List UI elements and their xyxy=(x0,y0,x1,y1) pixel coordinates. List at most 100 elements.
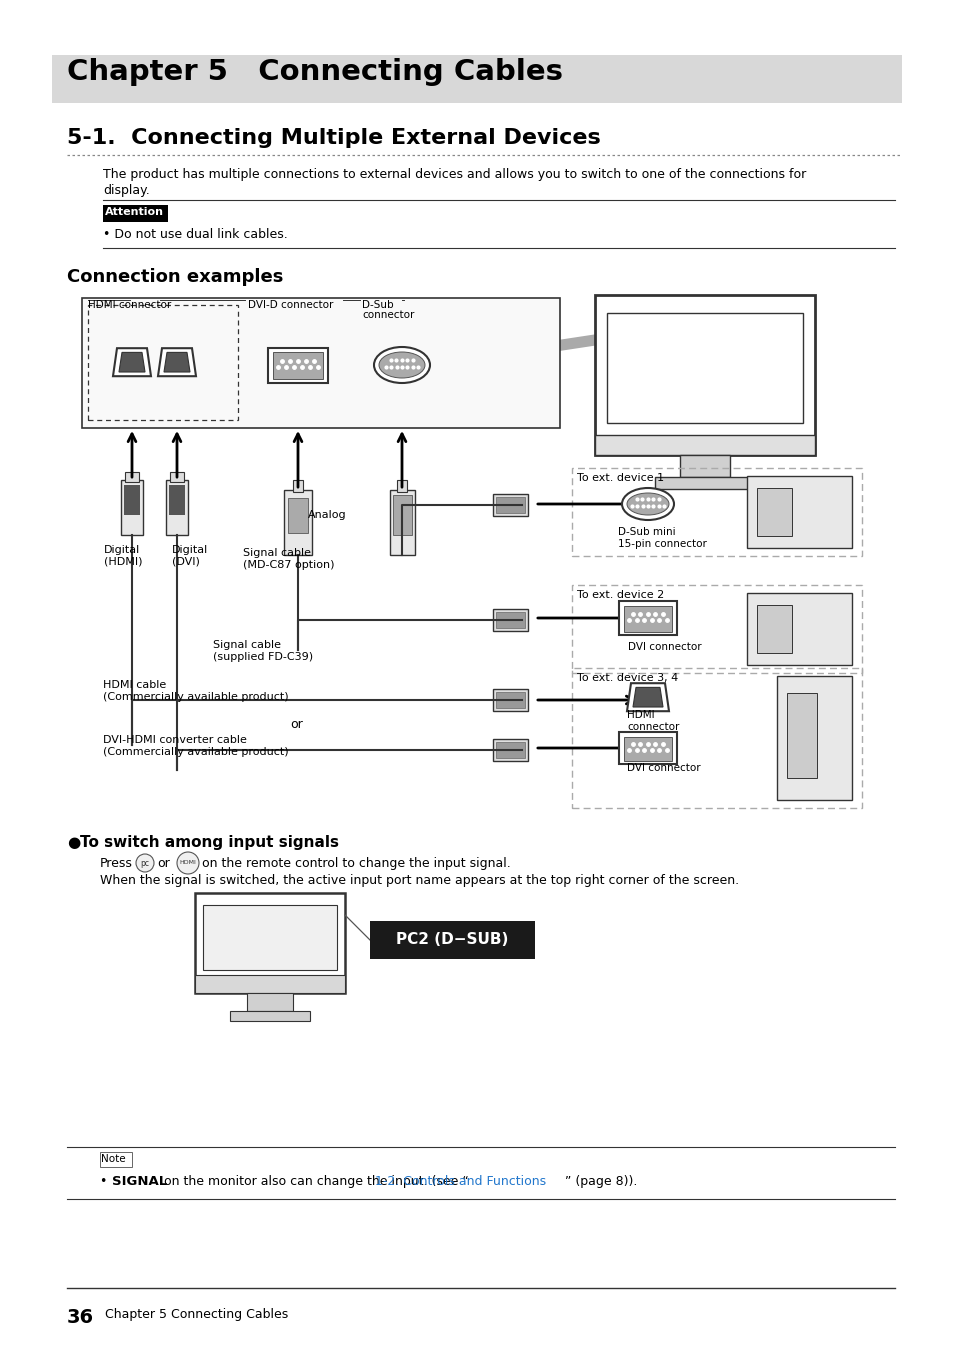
Bar xyxy=(757,605,791,653)
Ellipse shape xyxy=(378,352,424,378)
Text: pc: pc xyxy=(140,859,150,868)
Text: To ext. device 3, 4: To ext. device 3, 4 xyxy=(577,674,678,683)
Bar xyxy=(493,738,527,761)
Text: D-Sub: D-Sub xyxy=(361,300,394,310)
Polygon shape xyxy=(626,683,668,711)
Bar xyxy=(393,495,412,535)
Bar xyxy=(623,606,671,632)
Text: Chapter 5   Connecting Cables: Chapter 5 Connecting Cables xyxy=(67,58,562,86)
Bar xyxy=(496,743,524,757)
Text: Analog: Analog xyxy=(308,510,346,520)
Bar xyxy=(496,693,524,707)
Text: 36: 36 xyxy=(67,1308,94,1327)
Bar xyxy=(746,477,851,548)
Text: ” (page 8)).: ” (page 8)). xyxy=(564,1174,637,1188)
Text: HDMI
connector: HDMI connector xyxy=(626,710,679,732)
Text: To ext. device 1: To ext. device 1 xyxy=(577,472,663,483)
Ellipse shape xyxy=(621,487,673,520)
Bar xyxy=(496,497,524,513)
Text: DVI-D connector: DVI-D connector xyxy=(248,300,333,310)
Bar xyxy=(82,298,559,428)
Text: Connection examples: Connection examples xyxy=(67,269,283,286)
Bar xyxy=(679,455,729,477)
Text: or: or xyxy=(157,857,170,869)
Text: 5-1.  Connecting Multiple External Devices: 5-1. Connecting Multiple External Device… xyxy=(67,128,600,148)
Polygon shape xyxy=(633,687,662,707)
Circle shape xyxy=(177,852,199,873)
Text: To ext. device 2: To ext. device 2 xyxy=(577,590,663,599)
Polygon shape xyxy=(119,352,145,373)
Bar xyxy=(288,498,308,533)
Text: Note: Note xyxy=(101,1154,126,1164)
Text: DVI-HDMI converter cable
(Commercially available product): DVI-HDMI converter cable (Commercially a… xyxy=(103,734,289,756)
Text: on the remote control to change the input signal.: on the remote control to change the inpu… xyxy=(202,857,510,869)
Bar xyxy=(493,688,527,711)
Text: HDMI connector: HDMI connector xyxy=(88,300,172,310)
Bar xyxy=(52,55,901,103)
Bar xyxy=(493,494,527,516)
Polygon shape xyxy=(158,348,195,377)
Bar xyxy=(268,347,328,382)
Text: display.: display. xyxy=(103,184,150,197)
Bar xyxy=(618,601,677,634)
Bar xyxy=(618,732,677,764)
Bar xyxy=(284,490,312,555)
Text: SIGNAL: SIGNAL xyxy=(112,1174,167,1188)
Text: DVI connector: DVI connector xyxy=(626,763,700,774)
Text: connector: connector xyxy=(361,310,414,320)
Bar xyxy=(230,1011,310,1021)
Text: or: or xyxy=(290,718,302,730)
Bar xyxy=(572,468,862,556)
Bar xyxy=(293,481,303,491)
Bar xyxy=(655,477,754,489)
Text: ●: ● xyxy=(67,836,80,850)
Text: Signal cable
(MD-C87 option): Signal cable (MD-C87 option) xyxy=(243,548,335,570)
Text: Chapter 5 Connecting Cables: Chapter 5 Connecting Cables xyxy=(105,1308,288,1322)
Bar xyxy=(273,352,323,379)
Ellipse shape xyxy=(374,347,430,383)
Bar xyxy=(370,921,535,958)
Bar xyxy=(247,994,293,1011)
Bar xyxy=(496,612,524,628)
Bar xyxy=(757,487,791,536)
Bar xyxy=(194,975,345,994)
Text: HDMI cable
(Commercially available product): HDMI cable (Commercially available produ… xyxy=(103,680,289,702)
Bar xyxy=(623,737,671,761)
Text: Attention: Attention xyxy=(105,207,164,217)
Bar xyxy=(776,676,851,801)
Text: The product has multiple connections to external devices and allows you to switc: The product has multiple connections to … xyxy=(103,167,805,181)
Text: Digital
(HDMI): Digital (HDMI) xyxy=(104,545,142,567)
Text: When the signal is switched, the active input port name appears at the top right: When the signal is switched, the active … xyxy=(100,873,739,887)
Bar xyxy=(124,485,140,514)
Text: D-Sub mini
15-pin connector: D-Sub mini 15-pin connector xyxy=(618,526,706,548)
Text: DVI connector: DVI connector xyxy=(627,643,700,652)
Ellipse shape xyxy=(626,493,668,514)
Text: To switch among input signals: To switch among input signals xyxy=(80,836,338,850)
Text: PC2 (D−SUB): PC2 (D−SUB) xyxy=(395,933,508,948)
Circle shape xyxy=(136,855,153,872)
Bar xyxy=(493,609,527,630)
Bar xyxy=(746,593,851,666)
Text: on the monitor also can change the input. (see “: on the monitor also can change the input… xyxy=(160,1174,468,1188)
Text: •: • xyxy=(100,1174,112,1188)
Bar xyxy=(166,481,188,535)
Bar xyxy=(169,485,185,514)
Text: • Do not use dual link cables.: • Do not use dual link cables. xyxy=(103,228,288,242)
Bar xyxy=(125,472,139,482)
Text: HDMI: HDMI xyxy=(179,860,196,865)
Bar xyxy=(100,1152,132,1166)
Bar xyxy=(203,904,336,971)
Bar xyxy=(572,585,862,674)
Bar xyxy=(595,435,814,455)
Bar xyxy=(606,313,802,423)
Bar xyxy=(103,205,168,221)
Bar xyxy=(786,693,816,778)
Bar xyxy=(170,472,184,482)
Bar xyxy=(396,481,407,491)
Polygon shape xyxy=(164,352,190,373)
Bar xyxy=(390,490,415,555)
Bar xyxy=(595,296,814,455)
Bar xyxy=(88,305,237,420)
Text: 1-2. Controls and Functions: 1-2. Controls and Functions xyxy=(375,1174,545,1188)
Bar xyxy=(572,668,862,809)
